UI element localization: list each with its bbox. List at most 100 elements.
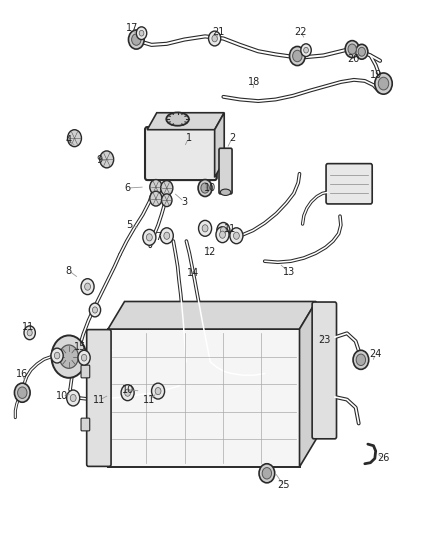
Text: 25: 25 [277, 480, 290, 490]
Circle shape [92, 307, 98, 313]
Circle shape [301, 44, 311, 56]
Text: 10: 10 [204, 183, 216, 193]
Polygon shape [300, 302, 316, 467]
Text: 23: 23 [318, 335, 331, 345]
Text: 19: 19 [371, 70, 383, 79]
Circle shape [353, 350, 369, 369]
Text: 1: 1 [185, 133, 191, 143]
Circle shape [81, 354, 87, 361]
Circle shape [378, 77, 389, 90]
Circle shape [59, 345, 78, 368]
Text: 4: 4 [66, 135, 72, 146]
Circle shape [219, 231, 226, 238]
Circle shape [262, 467, 272, 479]
Text: 15: 15 [74, 342, 87, 352]
Text: 3: 3 [181, 197, 187, 207]
Text: 20: 20 [348, 54, 360, 63]
FancyBboxPatch shape [312, 302, 336, 439]
Circle shape [27, 330, 32, 336]
Circle shape [208, 31, 221, 46]
Text: 9: 9 [96, 156, 102, 165]
Polygon shape [108, 302, 316, 329]
Circle shape [143, 229, 156, 245]
Text: 8: 8 [66, 266, 72, 276]
FancyBboxPatch shape [81, 365, 90, 378]
Circle shape [54, 352, 60, 359]
Circle shape [100, 151, 114, 168]
Text: 2: 2 [229, 133, 235, 143]
Circle shape [162, 194, 172, 207]
FancyBboxPatch shape [326, 164, 372, 204]
Circle shape [358, 47, 365, 56]
Text: 11: 11 [143, 395, 155, 405]
Text: 11: 11 [224, 224, 236, 235]
Circle shape [139, 30, 144, 36]
Ellipse shape [220, 189, 231, 196]
Polygon shape [215, 113, 224, 177]
Circle shape [216, 227, 229, 243]
Text: 21: 21 [212, 27, 224, 37]
Circle shape [212, 35, 217, 42]
Circle shape [164, 232, 170, 239]
FancyBboxPatch shape [219, 148, 232, 194]
Text: 10: 10 [56, 391, 68, 401]
FancyBboxPatch shape [145, 127, 217, 180]
Text: 10: 10 [121, 384, 134, 394]
Circle shape [356, 44, 368, 59]
Text: 12: 12 [204, 247, 216, 257]
Polygon shape [108, 329, 300, 467]
Circle shape [131, 34, 141, 45]
Circle shape [375, 73, 392, 94]
Text: 13: 13 [283, 267, 295, 277]
Circle shape [78, 350, 90, 365]
Circle shape [85, 283, 91, 290]
Circle shape [51, 335, 86, 378]
Text: 16: 16 [16, 369, 28, 378]
Circle shape [356, 354, 366, 366]
Text: 6: 6 [124, 183, 131, 193]
Circle shape [18, 387, 27, 399]
Text: 5: 5 [127, 220, 133, 230]
Circle shape [121, 385, 134, 401]
Circle shape [24, 326, 35, 340]
Circle shape [198, 220, 212, 236]
Circle shape [67, 390, 80, 406]
Circle shape [89, 303, 101, 317]
Circle shape [152, 383, 165, 399]
Circle shape [51, 348, 63, 363]
Circle shape [230, 228, 243, 244]
Circle shape [293, 50, 302, 62]
Circle shape [67, 130, 81, 147]
Circle shape [345, 41, 359, 58]
Ellipse shape [166, 112, 189, 126]
FancyBboxPatch shape [87, 329, 111, 466]
Circle shape [70, 394, 76, 401]
Text: 17: 17 [126, 23, 138, 33]
Text: 24: 24 [370, 349, 382, 359]
Circle shape [220, 227, 226, 234]
Text: 11: 11 [22, 322, 35, 333]
Text: 11: 11 [93, 395, 106, 405]
Circle shape [155, 387, 161, 394]
Circle shape [290, 46, 305, 66]
Circle shape [304, 47, 308, 53]
Circle shape [14, 383, 30, 402]
Circle shape [201, 183, 209, 193]
Circle shape [81, 279, 94, 295]
Circle shape [161, 181, 173, 196]
Circle shape [198, 180, 212, 197]
Polygon shape [147, 113, 224, 130]
Circle shape [125, 389, 131, 396]
Circle shape [217, 222, 230, 238]
Text: 18: 18 [248, 77, 260, 87]
Text: 26: 26 [377, 454, 390, 463]
Circle shape [150, 191, 162, 206]
Circle shape [146, 234, 152, 241]
Text: 7: 7 [155, 232, 161, 243]
Circle shape [128, 30, 144, 49]
Circle shape [348, 44, 357, 54]
Circle shape [136, 27, 147, 39]
Circle shape [259, 464, 275, 483]
Text: 22: 22 [295, 27, 307, 37]
Text: 14: 14 [187, 268, 199, 278]
